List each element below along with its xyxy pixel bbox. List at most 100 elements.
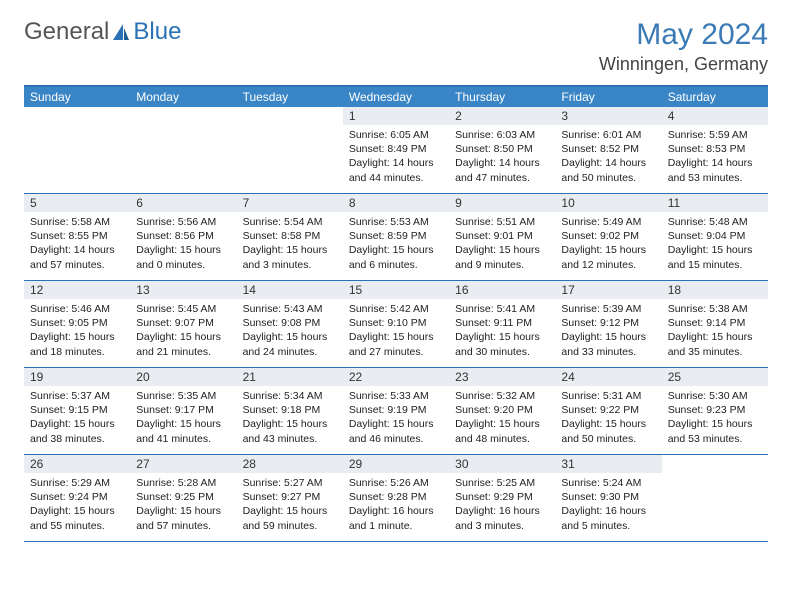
sunrise-line: Sunrise: 5:49 AM [561, 215, 655, 229]
sunrise-line: Sunrise: 6:03 AM [455, 128, 549, 142]
day-body: Sunrise: 5:27 AMSunset: 9:27 PMDaylight:… [237, 473, 343, 539]
day-body: Sunrise: 5:59 AMSunset: 8:53 PMDaylight:… [662, 125, 768, 191]
day-body: Sunrise: 5:32 AMSunset: 9:20 PMDaylight:… [449, 386, 555, 452]
weekday-header-row: SundayMondayTuesdayWednesdayThursdayFrid… [24, 87, 768, 107]
daylight-line: Daylight: 15 hours and 9 minutes. [455, 243, 549, 271]
sunrise-line: Sunrise: 5:32 AM [455, 389, 549, 403]
day-cell: 13Sunrise: 5:45 AMSunset: 9:07 PMDayligh… [130, 281, 236, 367]
day-body: Sunrise: 6:05 AMSunset: 8:49 PMDaylight:… [343, 125, 449, 191]
sunset-line: Sunset: 9:29 PM [455, 490, 549, 504]
sunrise-line: Sunrise: 5:53 AM [349, 215, 443, 229]
day-body: Sunrise: 5:33 AMSunset: 9:19 PMDaylight:… [343, 386, 449, 452]
day-number: 18 [662, 281, 768, 299]
weekday-header: Sunday [24, 87, 130, 107]
day-cell: 11Sunrise: 5:48 AMSunset: 9:04 PMDayligh… [662, 194, 768, 280]
day-cell: 26Sunrise: 5:29 AMSunset: 9:24 PMDayligh… [24, 455, 130, 541]
day-body: Sunrise: 6:03 AMSunset: 8:50 PMDaylight:… [449, 125, 555, 191]
day-number: 17 [555, 281, 661, 299]
day-cell: 24Sunrise: 5:31 AMSunset: 9:22 PMDayligh… [555, 368, 661, 454]
sunset-line: Sunset: 8:52 PM [561, 142, 655, 156]
day-cell [662, 455, 768, 541]
sunrise-line: Sunrise: 5:25 AM [455, 476, 549, 490]
day-number: 21 [237, 368, 343, 386]
daylight-line: Daylight: 15 hours and 30 minutes. [455, 330, 549, 358]
sunrise-line: Sunrise: 5:34 AM [243, 389, 337, 403]
daylight-line: Daylight: 15 hours and 27 minutes. [349, 330, 443, 358]
sunrise-line: Sunrise: 5:46 AM [30, 302, 124, 316]
daylight-line: Daylight: 15 hours and 24 minutes. [243, 330, 337, 358]
daylight-line: Daylight: 15 hours and 46 minutes. [349, 417, 443, 445]
day-cell: 23Sunrise: 5:32 AMSunset: 9:20 PMDayligh… [449, 368, 555, 454]
sunset-line: Sunset: 9:18 PM [243, 403, 337, 417]
day-cell: 17Sunrise: 5:39 AMSunset: 9:12 PMDayligh… [555, 281, 661, 367]
day-body: Sunrise: 5:51 AMSunset: 9:01 PMDaylight:… [449, 212, 555, 278]
sunset-line: Sunset: 8:53 PM [668, 142, 762, 156]
sunrise-line: Sunrise: 5:42 AM [349, 302, 443, 316]
sunset-line: Sunset: 8:49 PM [349, 142, 443, 156]
daylight-line: Daylight: 16 hours and 1 minute. [349, 504, 443, 532]
day-body: Sunrise: 5:53 AMSunset: 8:59 PMDaylight:… [343, 212, 449, 278]
location: Winningen, Germany [599, 54, 768, 75]
sunset-line: Sunset: 8:55 PM [30, 229, 124, 243]
day-body: Sunrise: 5:45 AMSunset: 9:07 PMDaylight:… [130, 299, 236, 365]
day-cell: 27Sunrise: 5:28 AMSunset: 9:25 PMDayligh… [130, 455, 236, 541]
day-body: Sunrise: 5:29 AMSunset: 9:24 PMDaylight:… [24, 473, 130, 539]
day-number: 9 [449, 194, 555, 212]
day-cell: 31Sunrise: 5:24 AMSunset: 9:30 PMDayligh… [555, 455, 661, 541]
day-number: 26 [24, 455, 130, 473]
sunrise-line: Sunrise: 5:37 AM [30, 389, 124, 403]
day-cell: 30Sunrise: 5:25 AMSunset: 9:29 PMDayligh… [449, 455, 555, 541]
day-body: Sunrise: 5:34 AMSunset: 9:18 PMDaylight:… [237, 386, 343, 452]
sunrise-line: Sunrise: 5:33 AM [349, 389, 443, 403]
daylight-line: Daylight: 15 hours and 33 minutes. [561, 330, 655, 358]
week-row: 19Sunrise: 5:37 AMSunset: 9:15 PMDayligh… [24, 368, 768, 455]
sunrise-line: Sunrise: 5:30 AM [668, 389, 762, 403]
sunrise-line: Sunrise: 5:31 AM [561, 389, 655, 403]
day-number: 4 [662, 107, 768, 125]
title-block: May 2024 Winningen, Germany [599, 18, 768, 75]
sunset-line: Sunset: 8:56 PM [136, 229, 230, 243]
day-number: 16 [449, 281, 555, 299]
daylight-line: Daylight: 15 hours and 53 minutes. [668, 417, 762, 445]
day-cell [24, 107, 130, 193]
day-number: 6 [130, 194, 236, 212]
daylight-line: Daylight: 15 hours and 35 minutes. [668, 330, 762, 358]
day-cell: 4Sunrise: 5:59 AMSunset: 8:53 PMDaylight… [662, 107, 768, 193]
daylight-line: Daylight: 14 hours and 47 minutes. [455, 156, 549, 184]
day-cell: 14Sunrise: 5:43 AMSunset: 9:08 PMDayligh… [237, 281, 343, 367]
brand-part1: General [24, 18, 109, 46]
day-cell: 20Sunrise: 5:35 AMSunset: 9:17 PMDayligh… [130, 368, 236, 454]
sunrise-line: Sunrise: 6:01 AM [561, 128, 655, 142]
sunrise-line: Sunrise: 5:38 AM [668, 302, 762, 316]
daylight-line: Daylight: 15 hours and 21 minutes. [136, 330, 230, 358]
sunset-line: Sunset: 9:04 PM [668, 229, 762, 243]
day-body [237, 111, 343, 120]
daylight-line: Daylight: 14 hours and 53 minutes. [668, 156, 762, 184]
sunrise-line: Sunrise: 5:51 AM [455, 215, 549, 229]
daylight-line: Daylight: 15 hours and 41 minutes. [136, 417, 230, 445]
day-cell: 16Sunrise: 5:41 AMSunset: 9:11 PMDayligh… [449, 281, 555, 367]
day-body [24, 111, 130, 120]
day-cell: 19Sunrise: 5:37 AMSunset: 9:15 PMDayligh… [24, 368, 130, 454]
sunset-line: Sunset: 9:07 PM [136, 316, 230, 330]
day-cell: 6Sunrise: 5:56 AMSunset: 8:56 PMDaylight… [130, 194, 236, 280]
daylight-line: Daylight: 14 hours and 57 minutes. [30, 243, 124, 271]
day-body: Sunrise: 5:41 AMSunset: 9:11 PMDaylight:… [449, 299, 555, 365]
sunrise-line: Sunrise: 5:54 AM [243, 215, 337, 229]
daylight-line: Daylight: 15 hours and 6 minutes. [349, 243, 443, 271]
sunset-line: Sunset: 8:59 PM [349, 229, 443, 243]
day-cell: 5Sunrise: 5:58 AMSunset: 8:55 PMDaylight… [24, 194, 130, 280]
daylight-line: Daylight: 15 hours and 43 minutes. [243, 417, 337, 445]
sunrise-line: Sunrise: 5:45 AM [136, 302, 230, 316]
daylight-line: Daylight: 14 hours and 44 minutes. [349, 156, 443, 184]
sunset-line: Sunset: 9:23 PM [668, 403, 762, 417]
day-number: 3 [555, 107, 661, 125]
day-body [662, 459, 768, 468]
sunset-line: Sunset: 9:05 PM [30, 316, 124, 330]
day-body: Sunrise: 5:30 AMSunset: 9:23 PMDaylight:… [662, 386, 768, 452]
day-cell: 25Sunrise: 5:30 AMSunset: 9:23 PMDayligh… [662, 368, 768, 454]
weekday-header: Thursday [449, 87, 555, 107]
day-cell: 29Sunrise: 5:26 AMSunset: 9:28 PMDayligh… [343, 455, 449, 541]
sunset-line: Sunset: 9:15 PM [30, 403, 124, 417]
sunrise-line: Sunrise: 5:59 AM [668, 128, 762, 142]
